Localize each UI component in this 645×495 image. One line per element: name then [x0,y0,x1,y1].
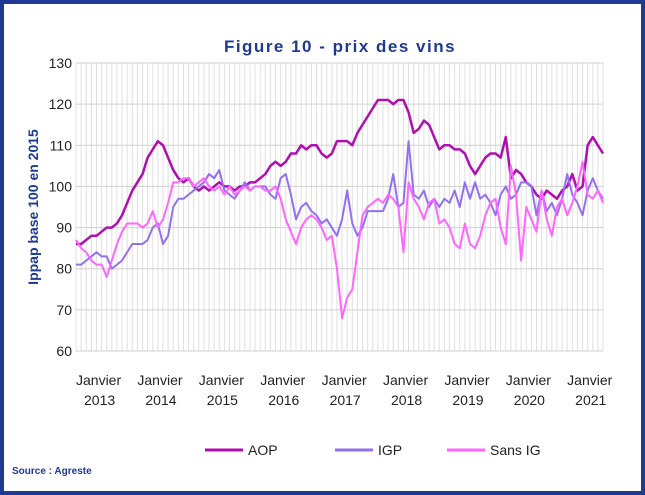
y-axis-label: Ippap base 100 en 2015 [25,129,41,285]
legend-label: AOP [248,442,278,458]
x-tick-label: Janvier 2019 [444,372,489,408]
chart-title: Figure 10 - prix des vins [224,37,456,56]
x-tick-label: Janvier 2015 [199,372,244,408]
x-tick-label: Janvier 2013 [76,372,121,408]
y-tick-label: 100 [49,178,73,194]
y-tick-label: 60 [56,343,72,359]
x-tick-label: Janvier 2017 [322,372,367,408]
y-tick-label: 90 [56,220,72,236]
line-series [75,160,604,320]
x-tick-label: Janvier 2014 [137,372,182,408]
y-tick-label: 130 [49,55,73,71]
x-tick-label: Janvier 2020 [506,372,551,408]
x-tick-label: Janvier 2018 [383,372,428,408]
y-tick-label: 80 [56,261,72,277]
line-series [76,98,605,246]
legend-label: IGP [378,442,402,458]
y-tick-label: 120 [49,96,73,112]
x-tick-label: Janvier 2021 [567,372,612,408]
x-tick-label: Janvier 2016 [260,372,305,408]
y-tick-label: 70 [56,302,72,318]
y-tick-label: 110 [50,137,73,153]
source: Source : Agreste [12,466,92,477]
legend-label: Sans IG [490,442,541,458]
